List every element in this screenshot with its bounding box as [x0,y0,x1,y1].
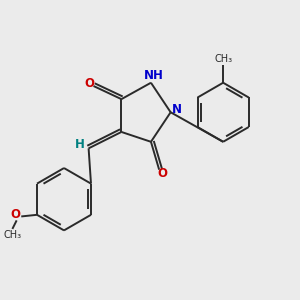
Text: O: O [158,167,167,180]
Text: H: H [74,138,84,151]
Text: NH: NH [144,69,164,82]
Text: O: O [85,77,94,90]
Text: CH₃: CH₃ [3,230,21,240]
Text: O: O [11,208,21,221]
Text: CH₃: CH₃ [214,54,232,64]
Text: N: N [172,103,182,116]
